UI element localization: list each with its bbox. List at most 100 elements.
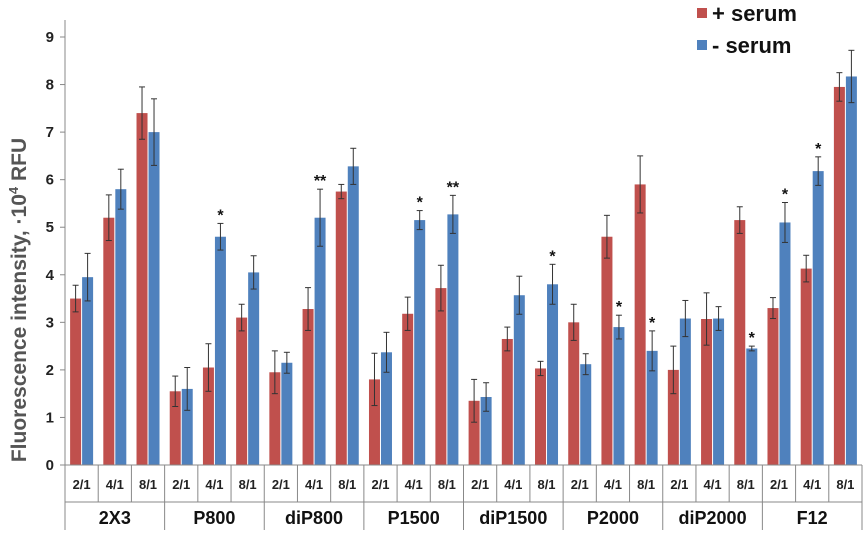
y-tick-label: 1 <box>46 409 54 426</box>
bar <box>779 222 791 465</box>
bar <box>115 189 127 465</box>
bar <box>414 220 426 465</box>
x-tick-label: 4/1 <box>106 477 124 492</box>
bar <box>535 368 547 465</box>
bar <box>701 319 713 465</box>
bar <box>248 272 260 465</box>
bar <box>314 217 326 465</box>
significance-star: * <box>749 330 756 347</box>
x-tick-label: 4/1 <box>704 477 722 492</box>
x-tick-label: 4/1 <box>604 477 622 492</box>
significance-star: * <box>616 299 623 316</box>
bar <box>845 76 857 466</box>
x-group-label: P2000 <box>587 508 639 528</box>
x-axis-categories: 2/1 4/1 8/1 2/1 4/1 8/1 2/1 4/1 8/1 2/1 4/1 8/1 2/1 4… <box>73 477 855 528</box>
bar <box>82 277 94 465</box>
bar <box>236 317 248 465</box>
bar <box>480 396 492 465</box>
y-tick-label: 3 <box>46 314 54 331</box>
significance-star: * <box>649 315 656 332</box>
x-tick-label: 4/1 <box>504 477 522 492</box>
y-tick-label: 8 <box>46 77 54 94</box>
bar <box>580 364 592 465</box>
bar <box>634 184 646 465</box>
bar <box>812 171 824 465</box>
legend-swatch <box>697 40 707 50</box>
x-tick-label: 4/1 <box>405 477 423 492</box>
significance-star: * <box>549 248 556 265</box>
bar <box>679 318 691 465</box>
significance-star: * <box>782 186 789 203</box>
bar <box>646 350 658 465</box>
x-group-label: diP1500 <box>479 508 547 528</box>
y-axis-ticks: 0 1 2 3 4 5 6 7 8 9 <box>46 29 65 474</box>
bar <box>734 220 746 465</box>
bar <box>169 391 181 465</box>
x-tick-label: 4/1 <box>305 477 323 492</box>
x-tick-label: 2/1 <box>272 477 290 492</box>
y-axis-label-unit: RFU <box>8 138 31 187</box>
legend: + serum - serum <box>697 1 797 58</box>
legend-entry: - serum <box>712 33 791 58</box>
x-tick-label: 4/1 <box>803 477 821 492</box>
legend-swatch <box>697 8 707 18</box>
x-tick-label: 2/1 <box>471 477 489 492</box>
legend-entry: + serum <box>712 1 797 26</box>
bar <box>368 379 380 465</box>
bar <box>181 388 193 465</box>
x-tick-label: 8/1 <box>537 477 555 492</box>
bar <box>70 298 82 465</box>
bar <box>269 372 281 465</box>
bar <box>547 284 559 465</box>
y-tick-label: 6 <box>46 172 54 189</box>
x-group-label: diP800 <box>285 508 343 528</box>
bar <box>380 352 392 465</box>
x-group-label: diP2000 <box>679 508 747 528</box>
x-tick-label: 8/1 <box>239 477 257 492</box>
axes <box>64 20 863 530</box>
bar <box>202 367 214 465</box>
x-group-label: F12 <box>797 508 828 528</box>
x-group-label: P1500 <box>388 508 440 528</box>
bar <box>347 166 359 465</box>
y-tick-label: 4 <box>46 267 55 284</box>
x-tick-label: 8/1 <box>338 477 356 492</box>
bar <box>302 309 314 465</box>
x-tick-label: 2/1 <box>571 477 589 492</box>
bar <box>103 217 115 465</box>
x-tick-label: 8/1 <box>438 477 456 492</box>
bar <box>468 400 480 465</box>
bar <box>568 322 580 465</box>
bar <box>435 288 447 465</box>
x-tick-label: 2/1 <box>73 477 91 492</box>
bar <box>601 236 613 465</box>
x-tick-label: 2/1 <box>670 477 688 492</box>
bar <box>613 327 625 465</box>
significance-star: * <box>417 195 424 212</box>
y-tick-label: 9 <box>46 29 54 46</box>
x-tick-label: 8/1 <box>737 477 755 492</box>
significance-star: * <box>217 207 224 224</box>
y-axis-label-exponent: 4 <box>6 186 21 194</box>
bar <box>767 308 779 465</box>
bar <box>501 338 513 465</box>
x-tick-label: 8/1 <box>836 477 854 492</box>
x-group-label: 2X3 <box>99 508 131 528</box>
y-axis-title: Fluorescence intensity, ·104 RFU <box>6 138 31 462</box>
x-tick-label: 4/1 <box>205 477 223 492</box>
bars: ************ <box>70 49 857 466</box>
bar <box>136 113 148 465</box>
bar <box>148 132 160 465</box>
y-tick-label: 5 <box>46 219 54 236</box>
bar <box>281 362 293 465</box>
x-tick-label: 2/1 <box>371 477 389 492</box>
significance-star: ** <box>447 179 460 196</box>
y-axis-label: Fluorescence intensity, ·10 <box>8 194 31 462</box>
y-tick-label: 7 <box>46 124 54 141</box>
bar <box>513 295 525 465</box>
bar <box>833 86 845 465</box>
x-tick-label: 8/1 <box>637 477 655 492</box>
bar <box>335 191 347 466</box>
x-tick-label: 8/1 <box>139 477 157 492</box>
